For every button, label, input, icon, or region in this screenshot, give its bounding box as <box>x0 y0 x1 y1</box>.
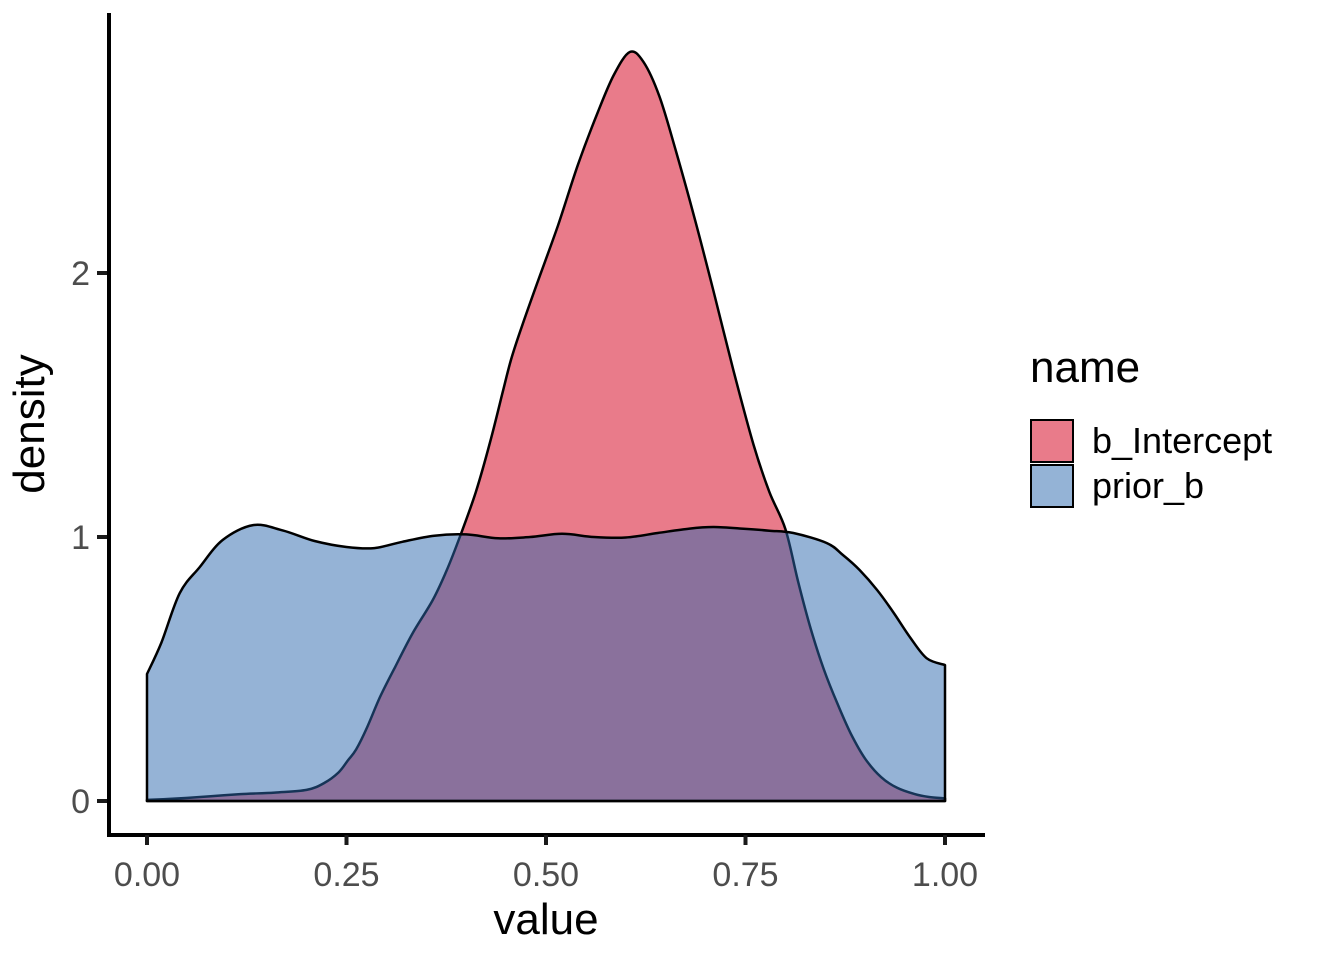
y-tick-label: 1 <box>71 519 90 557</box>
x-axis-title: value <box>493 895 598 944</box>
x-tick-label: 0.25 <box>313 856 379 894</box>
legend: name b_Intercept prior_b <box>1030 346 1272 508</box>
density-area-prior_b <box>145 523 947 803</box>
x-tick-label: 0.50 <box>513 856 579 894</box>
y-axis-title: density <box>5 354 54 493</box>
legend-items: b_Intercept prior_b <box>1030 418 1272 508</box>
x-tick-label: 1.00 <box>912 856 978 894</box>
legend-title: name <box>1030 343 1141 392</box>
legend-item: b_Intercept <box>1030 418 1272 463</box>
y-tick-label: 2 <box>71 255 90 293</box>
legend-item-label: prior_b <box>1092 464 1205 506</box>
y-tick-label: 0 <box>71 783 90 821</box>
legend-item-label: b_Intercept <box>1092 419 1273 461</box>
legend-key-swatch-blue <box>1030 463 1074 508</box>
x-tick-label: 0.00 <box>114 856 180 894</box>
legend-item: prior_b <box>1030 463 1272 508</box>
legend-key-swatch-red <box>1030 418 1074 463</box>
x-tick-label: 0.75 <box>712 856 778 894</box>
